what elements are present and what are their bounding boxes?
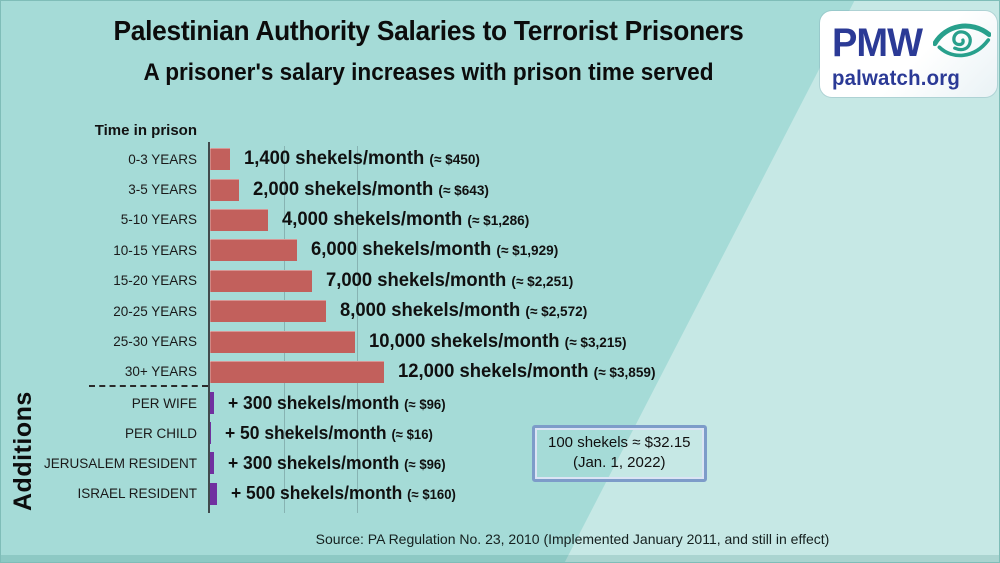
table-row: 5-10 YEARS 4,000 shekels/month (≈ $1,286… [1,205,999,235]
pmw-logo-domain: palwatch.org [832,67,960,90]
usd-label: (≈ $3,859) [593,363,656,380]
value-label: 4,000 shekels/month (≈ $1,286) [282,208,530,230]
exchange-rate-line: 100 shekels ≈ $32.15 [548,434,691,451]
page-title: Palestinian Authority Salaries to Terror… [113,15,744,46]
value-label: 6,000 shekels/month (≈ $1,929) [311,239,559,261]
table-row: JERUSALEM RESIDENT + 300 shekels/month (… [1,448,999,478]
usd-label: (≈ $96) [404,456,446,472]
usd-label: (≈ $450) [429,151,481,168]
addition-bar [210,392,215,415]
salary-bar [210,178,239,201]
pmw-logo: PMW palwatch.org [820,11,997,97]
table-row: 25-30 YEARS 10,000 shekels/month (≈ $3,2… [1,326,999,356]
salary-bar [210,360,384,383]
category-label: PER CHILD [124,425,197,441]
salary-bar [210,239,297,262]
category-label: 0-3 YEARS [128,151,197,167]
salary-bar [210,208,268,231]
table-row: 30+ YEARS 12,000 shekels/month (≈ $3,859… [1,357,999,387]
page-subtitle: A prisoner's salary increases with priso… [143,59,714,86]
value-label: 1,400 shekels/month (≈ $450) [244,148,481,170]
additions-rows: PER WIFE + 300 shekels/month (≈ $96) PER… [1,388,999,509]
usd-label: (≈ $2,251) [510,272,573,289]
salary-bar [210,269,312,292]
usd-label: (≈ $160) [407,487,457,503]
addition-bar [210,482,218,505]
usd-label: (≈ $16) [391,426,433,442]
value-label: 10,000 shekels/month (≈ $3,215) [369,330,627,352]
table-row: 3-5 YEARS 2,000 shekels/month (≈ $643) [1,174,999,204]
table-row: 15-20 YEARS 7,000 shekels/month (≈ $2,25… [1,266,999,296]
addition-bar [210,422,211,445]
category-label: 20-25 YEARS [113,303,197,319]
value-label: 7,000 shekels/month (≈ $2,251) [325,269,573,291]
value-label: + 300 shekels/month (≈ $96) [228,452,446,473]
salary-bar [210,148,231,171]
usd-label: (≈ $3,215) [564,333,627,350]
table-row: 10-15 YEARS 6,000 shekels/month (≈ $1,92… [1,235,999,265]
source-note: Source: PA Regulation No. 23, 2010 (Impl… [315,531,830,547]
category-label: PER WIFE [131,395,197,411]
category-label: 3-5 YEARS [128,182,197,198]
value-label: 12,000 shekels/month (≈ $3,859) [398,360,656,382]
value-label: 2,000 shekels/month (≈ $643) [253,178,489,200]
category-label: 30+ YEARS [124,364,197,380]
category-label: 25-30 YEARS [113,334,197,350]
exchange-rate-date: (Jan. 1, 2022) [572,454,666,472]
table-row: 20-25 YEARS 8,000 shekels/month (≈ $2,57… [1,296,999,326]
category-label: JERUSALEM RESIDENT [43,455,197,471]
axis-title-time-in-prison: Time in prison [94,122,197,139]
salary-bar [210,300,326,323]
gridline-10000 [357,146,358,513]
category-label: ISRAEL RESIDENT [77,486,197,502]
gridline-5000 [284,146,285,513]
addition-bar [210,452,215,475]
salary-bar [210,330,355,353]
table-row: PER CHILD + 50 shekels/month (≈ $16) [1,418,999,448]
salary-rows: 0-3 YEARS 1,400 shekels/month (≈ $450) 3… [1,144,999,387]
eye-swirl-icon [932,19,992,66]
table-row: ISRAEL RESIDENT + 500 shekels/month (≈ $… [1,479,999,509]
value-label: 8,000 shekels/month (≈ $2,572) [340,300,588,322]
value-label: + 500 shekels/month (≈ $160) [231,483,457,504]
table-row: PER WIFE + 300 shekels/month (≈ $96) [1,388,999,418]
value-label: + 50 shekels/month (≈ $16) [225,422,433,443]
category-label: 5-10 YEARS [120,212,197,228]
usd-label: (≈ $2,572) [525,303,588,320]
table-row: 0-3 YEARS 1,400 shekels/month (≈ $450) [1,144,999,174]
y-axis-line [208,142,210,513]
category-label: 10-15 YEARS [113,242,197,258]
usd-label: (≈ $96) [404,396,446,412]
usd-label: (≈ $643) [438,181,489,198]
usd-label: (≈ $1,286) [467,211,530,228]
bottom-edge-strip [1,555,999,562]
pmw-logo-acronym: PMW [832,20,923,65]
dashed-separator [89,385,208,387]
usd-label: (≈ $1,929) [496,242,559,259]
value-label: + 300 shekels/month (≈ $96) [228,392,446,413]
exchange-rate-note: 100 shekels ≈ $32.15 (Jan. 1, 2022) [532,425,707,482]
category-label: 15-20 YEARS [113,273,197,289]
